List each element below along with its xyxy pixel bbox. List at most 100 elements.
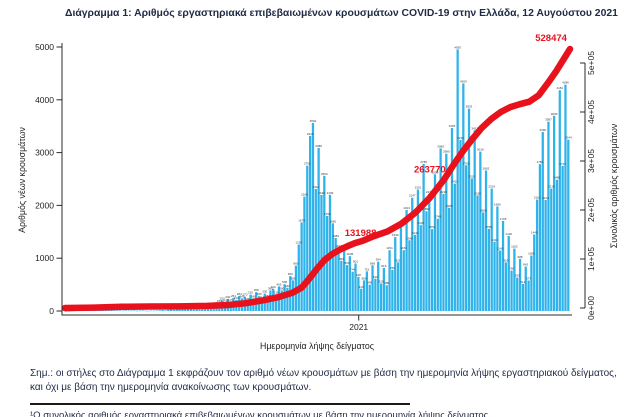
bar: [175, 309, 178, 311]
bar: [212, 306, 215, 311]
bar-label: 869: [345, 261, 350, 265]
bar: [135, 310, 139, 312]
bar-label: 310: [248, 291, 253, 295]
bar-label: 520: [379, 280, 384, 284]
bar-label: 1980: [494, 202, 501, 206]
bar: [510, 270, 513, 311]
bar-label: 284: [237, 292, 242, 296]
bar-label: 934: [376, 258, 381, 262]
bar-label: 751: [364, 267, 369, 271]
bar-label: 2510: [468, 174, 475, 178]
bar: [504, 262, 508, 311]
bar: [538, 164, 542, 311]
bar: [354, 263, 357, 311]
right-tick-label: 3e+05: [586, 149, 596, 173]
bar: [428, 193, 431, 311]
bar-label: 512: [520, 280, 525, 284]
chart-title: Διάγραμμα 1: Αριθμός εργαστηριακά επιβεβ…: [65, 8, 618, 19]
footnote-separator: [30, 403, 410, 405]
bar-label: 1678: [298, 218, 305, 222]
bar: [448, 207, 451, 311]
bar-label: 1182: [511, 245, 518, 249]
bar-label: 1194: [335, 244, 342, 248]
bar: [337, 247, 340, 311]
annotation-131988: 131988: [345, 228, 377, 239]
bar: [280, 290, 283, 311]
bar-label: 2147: [409, 194, 416, 198]
bar-label: 2311: [313, 185, 320, 189]
bar: [158, 310, 161, 311]
bar: [479, 151, 482, 311]
bar: [186, 308, 190, 311]
bar: [564, 84, 567, 311]
bar-label: 2662: [483, 166, 490, 170]
bar: [320, 194, 323, 311]
bar-label: 390: [268, 286, 273, 290]
bar: [323, 175, 326, 311]
bar-label: 901: [353, 259, 358, 263]
bar: [476, 195, 479, 311]
bar-label: 3390: [539, 128, 546, 132]
bar: [150, 310, 153, 312]
bar: [198, 309, 201, 311]
bar-label: 4309: [460, 79, 467, 83]
bar-label: 950: [339, 257, 344, 261]
bar: [314, 188, 317, 311]
bar: [345, 265, 349, 311]
bar-label: 580: [362, 276, 367, 280]
bar-label: 660: [288, 272, 293, 276]
bar: [147, 310, 150, 312]
bar-label: 3696: [551, 112, 558, 116]
bar-label: 210: [234, 296, 239, 300]
bar: [110, 310, 113, 311]
bar: [127, 310, 130, 312]
bar-label: 240: [251, 294, 256, 298]
bar-label: 4181: [556, 86, 563, 90]
bar: [408, 240, 411, 311]
bar-label: 1868: [480, 208, 487, 212]
bar: [396, 262, 400, 311]
bar: [133, 310, 136, 311]
bar: [547, 121, 550, 311]
bar-label: 3316: [307, 132, 314, 136]
right-tick-label: 1e+05: [586, 247, 596, 271]
bar: [192, 309, 195, 311]
bar: [340, 260, 343, 311]
bar: [524, 266, 527, 311]
bar: [388, 250, 391, 311]
bar-label: 1259: [295, 241, 302, 245]
bar: [385, 285, 388, 311]
bar: [490, 188, 493, 311]
x-tick-label: 2021: [349, 322, 368, 332]
bar-label: 1382: [332, 234, 339, 238]
bar: [425, 211, 428, 311]
bar: [124, 310, 127, 311]
bar-label: 2747: [559, 162, 566, 166]
bar-label: 310: [274, 291, 279, 295]
right-tick-label: 0e+00: [586, 296, 596, 320]
bar: [465, 165, 468, 311]
bar-label: 160: [223, 299, 228, 303]
bar-label: 1399: [392, 233, 399, 237]
bar: [530, 255, 533, 311]
bar: [130, 310, 133, 312]
bar: [365, 271, 368, 311]
bar: [552, 115, 556, 311]
bar-label: 648: [356, 273, 361, 277]
bar: [167, 309, 170, 311]
bar-label: 1913: [403, 206, 410, 210]
bar: [445, 153, 448, 311]
bar: [308, 135, 312, 311]
bar: [513, 248, 516, 311]
bar: [138, 310, 142, 312]
bar: [206, 308, 210, 311]
bar-label: 4286: [562, 81, 569, 85]
bar: [422, 163, 425, 311]
bar-label: 3833: [466, 105, 473, 109]
bar-label: 2319: [548, 185, 555, 189]
bar-label: 390: [279, 286, 284, 290]
bar-label: 251: [231, 294, 236, 298]
bar-label: 1441: [412, 231, 419, 235]
left-tick-label: 4000: [35, 95, 54, 105]
bar-label: 465: [276, 282, 281, 286]
